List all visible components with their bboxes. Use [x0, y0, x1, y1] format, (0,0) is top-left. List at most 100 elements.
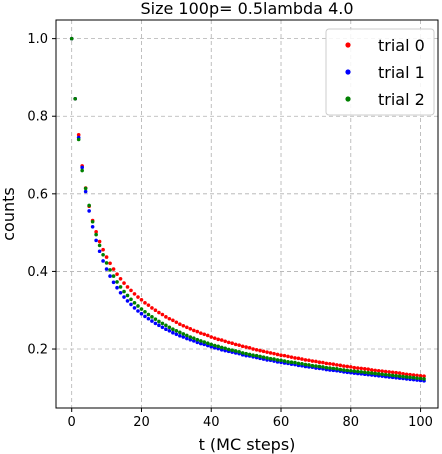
- data-point: [108, 274, 112, 278]
- data-point: [223, 346, 227, 351]
- data-point: [122, 289, 126, 294]
- data-point: [202, 340, 207, 344]
- y-tick-label: 0.8: [27, 110, 48, 125]
- data-point: [160, 321, 165, 326]
- data-point: [422, 377, 426, 381]
- data-point: [143, 314, 147, 319]
- data-point: [317, 360, 322, 365]
- data-point: [178, 330, 182, 335]
- data-point: [418, 373, 423, 378]
- data-point: [83, 189, 88, 194]
- y-tick-label: 0.4: [27, 265, 48, 280]
- legend-marker: [345, 42, 351, 48]
- data-point: [73, 96, 77, 101]
- data-point: [118, 276, 123, 281]
- data-point: [191, 328, 196, 333]
- data-point: [188, 335, 193, 339]
- data-point: [415, 376, 419, 380]
- data-point: [369, 371, 374, 375]
- data-point: [265, 356, 269, 360]
- data-point: [307, 358, 311, 363]
- data-point: [342, 368, 346, 372]
- data-point: [118, 285, 123, 289]
- data-point: [178, 334, 182, 338]
- data-point: [160, 325, 165, 330]
- data-point: [394, 373, 398, 378]
- data-point: [101, 247, 105, 252]
- data-point: [104, 261, 109, 265]
- data-point: [359, 370, 364, 374]
- data-point: [230, 341, 234, 346]
- data-point: [209, 335, 214, 339]
- data-point: [157, 319, 161, 324]
- data-point: [174, 328, 179, 333]
- x-axis-label: t (MC steps): [199, 435, 296, 454]
- data-point: [219, 345, 224, 350]
- data-point: [129, 302, 133, 307]
- data-point: [150, 315, 154, 319]
- data-point: [188, 337, 193, 342]
- data-point: [164, 323, 168, 328]
- data-point: [345, 364, 350, 369]
- data-point: [226, 340, 231, 345]
- data-point: [104, 255, 109, 259]
- y-axis-ticks: 0.2 0.4 0.6 0.8 1.0: [27, 32, 56, 358]
- data-point: [115, 280, 119, 284]
- data-point: [307, 363, 311, 367]
- data-point: [258, 354, 262, 359]
- data-point: [293, 356, 297, 360]
- data-point: [157, 323, 161, 328]
- data-point: [146, 316, 151, 321]
- data-point: [401, 374, 405, 379]
- data-point: [237, 349, 241, 354]
- data-point: [233, 342, 238, 347]
- data-point: [387, 370, 391, 374]
- data-point: [185, 325, 189, 330]
- data-point: [136, 304, 140, 308]
- data-point: [272, 351, 276, 356]
- legend-marker: [345, 96, 351, 102]
- data-point: [191, 336, 196, 340]
- data-point: [167, 316, 172, 321]
- data-point: [321, 360, 325, 365]
- data-point: [401, 372, 405, 376]
- data-point: [195, 329, 200, 334]
- data-point: [143, 309, 147, 314]
- legend-marker: [345, 69, 351, 75]
- data-point: [185, 333, 189, 338]
- data-point: [150, 319, 154, 323]
- data-point: [359, 366, 364, 371]
- data-point: [94, 232, 98, 237]
- data-point: [380, 369, 384, 373]
- data-point: [125, 299, 130, 303]
- data-point: [164, 315, 168, 319]
- data-point: [282, 353, 287, 358]
- data-point: [139, 311, 144, 316]
- x-tick-label: 40: [203, 415, 220, 430]
- data-point: [136, 295, 140, 299]
- data-point: [265, 350, 269, 354]
- x-tick-label: 100: [408, 415, 433, 430]
- data-point: [289, 355, 294, 359]
- data-point: [251, 347, 255, 351]
- data-point: [216, 344, 221, 349]
- data-point: [335, 367, 339, 371]
- data-point: [348, 368, 353, 373]
- data-point: [373, 371, 378, 376]
- data-point: [418, 376, 423, 381]
- data-point: [345, 368, 350, 373]
- data-point: [286, 360, 290, 364]
- data-point: [87, 209, 91, 213]
- data-point: [104, 267, 109, 271]
- data-point: [244, 351, 248, 356]
- data-point: [97, 243, 102, 248]
- data-point: [293, 360, 297, 365]
- data-point: [279, 353, 283, 358]
- data-point: [310, 359, 315, 363]
- data-point: [244, 345, 248, 349]
- data-point: [352, 365, 357, 370]
- data-point: [268, 351, 273, 355]
- data-point: [240, 351, 245, 355]
- chart-title: Size 100p= 0.5lambda 4.0: [140, 0, 353, 18]
- data-point: [342, 364, 346, 368]
